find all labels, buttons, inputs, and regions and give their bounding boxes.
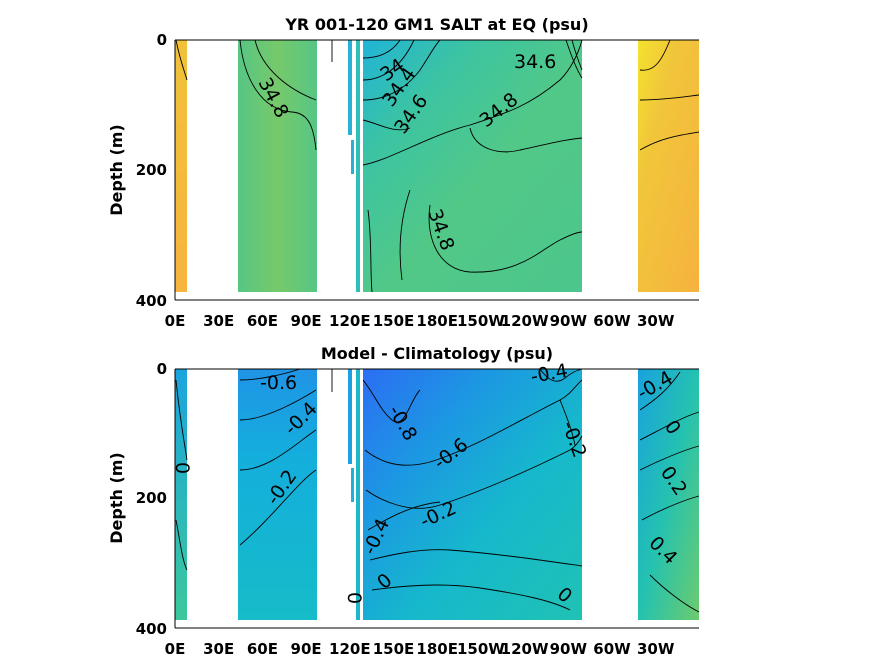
- x-tick-label: 90E: [291, 312, 322, 330]
- y-tick-label: 0: [157, 360, 167, 378]
- x-tick-label: 60W: [593, 640, 631, 656]
- contour-label: 34.6: [514, 51, 556, 73]
- x-tick-label: 150E: [373, 312, 415, 330]
- top-y-axis-label: Depth (m): [107, 124, 126, 216]
- bottom-y-ticks: 0 200 400: [136, 360, 167, 638]
- top-y-ticks: 0 200 400: [136, 31, 167, 310]
- x-tick-label: 60E: [247, 640, 278, 656]
- top-field-atlantic: [638, 40, 699, 292]
- bottom-field-sliver-c: [356, 369, 360, 620]
- bottom-contours: [175, 368, 700, 613]
- x-tick-label: 0E: [165, 640, 186, 656]
- contour-label: 0: [343, 592, 365, 604]
- y-tick-label: 0: [157, 31, 167, 49]
- y-tick-label: 400: [136, 292, 167, 310]
- x-tick-label: 30W: [637, 640, 675, 656]
- top-field-sliver-c: [356, 40, 360, 292]
- y-tick-label: 400: [136, 620, 167, 638]
- x-tick-label: 60E: [247, 312, 278, 330]
- bottom-field-atlantic: [638, 369, 699, 620]
- top-field-sliver-b: [351, 140, 354, 174]
- contour-label: -0.6: [260, 372, 297, 394]
- top-field-africa-edge: [175, 40, 187, 292]
- top-panel: YR 001-120 GM1 SALT at EQ (psu): [107, 15, 700, 330]
- bottom-y-axis-label: Depth (m): [107, 452, 126, 544]
- top-field-indian-ocean: [238, 40, 317, 292]
- bottom-field-africa-edge: [175, 369, 187, 620]
- x-tick-label: 120W: [501, 640, 549, 656]
- x-tick-label: 30W: [637, 312, 675, 330]
- contour-label: 0: [171, 462, 193, 474]
- x-tick-label: 90E: [291, 640, 322, 656]
- x-tick-label: 150W: [457, 312, 505, 330]
- top-chart-title: YR 001-120 GM1 SALT at EQ (psu): [284, 15, 588, 34]
- x-tick-label: 90W: [550, 312, 588, 330]
- x-tick-label: 120W: [501, 312, 549, 330]
- x-tick-label: 180E: [416, 312, 458, 330]
- x-tick-label: 30E: [203, 312, 234, 330]
- bottom-field-pacific: [363, 369, 582, 620]
- x-tick-label: 120E: [329, 312, 371, 330]
- x-tick-label: 60W: [593, 312, 631, 330]
- bottom-panel: Model - Climatology (psu): [107, 344, 700, 656]
- bottom-field-sliver-b: [351, 468, 354, 502]
- bottom-field-sliver-a: [348, 369, 352, 464]
- top-field-pacific: [363, 40, 582, 292]
- x-tick-label: 0E: [165, 312, 186, 330]
- bottom-chart-title: Model - Climatology (psu): [321, 344, 553, 363]
- y-tick-label: 200: [136, 161, 167, 179]
- x-tick-label: 90W: [550, 640, 588, 656]
- x-tick-label: 180E: [416, 640, 458, 656]
- x-tick-label: 150W: [457, 640, 505, 656]
- x-tick-label: 120E: [329, 640, 371, 656]
- y-tick-label: 200: [136, 489, 167, 507]
- top-field-sliver-a: [348, 40, 352, 135]
- top-contours: [175, 39, 700, 293]
- x-tick-label: 30E: [203, 640, 234, 656]
- x-tick-label: 150E: [373, 640, 415, 656]
